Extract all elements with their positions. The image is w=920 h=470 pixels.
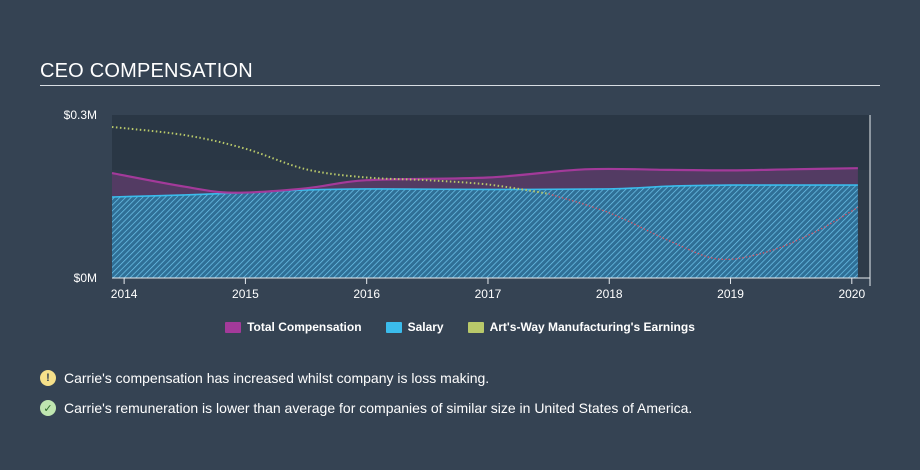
x-tick-label: 2018 [596, 287, 623, 301]
legend-item-total-compensation[interactable]: Total Compensation [225, 320, 362, 334]
legend-item-salary[interactable]: Salary [385, 320, 444, 334]
x-tick-label: 2015 [232, 287, 259, 301]
legend-swatch-total-compensation [225, 321, 242, 333]
check-icon: ✓ [40, 400, 56, 416]
legend-label-total-compensation: Total Compensation [247, 320, 362, 334]
x-tick-label: 2020 [838, 287, 865, 301]
page-title: CEO COMPENSATION [40, 60, 253, 82]
legend-label-salary: Salary [407, 320, 444, 334]
note-remuneration-comparison: ✓ Carrie's remuneration is lower than av… [40, 399, 692, 417]
x-tick-label: 2019 [717, 287, 744, 301]
note-text: Carrie's remuneration is lower than aver… [64, 400, 693, 416]
note-compensation-increase: ! Carrie's compensation has increased wh… [40, 369, 692, 387]
y-tick-label-max: $0.3M [64, 108, 97, 122]
legend-swatch-earnings [467, 321, 484, 333]
x-tick-label: 2017 [475, 287, 502, 301]
legend-swatch-salary [385, 321, 402, 333]
note-text: Carrie's compensation has increased whil… [64, 370, 490, 386]
title-divider [40, 85, 880, 86]
legend-item-earnings[interactable]: Art's-Way Manufacturing's Earnings [467, 320, 695, 334]
total-compensation-line [111, 167, 858, 194]
notes-list: ! Carrie's compensation has increased wh… [40, 369, 692, 429]
earnings-line [111, 126, 549, 195]
chart-legend: Total Compensation Salary Art's-Way Manu… [0, 320, 920, 334]
plot-band [112, 115, 870, 170]
y-tick-label-zero: $0M [74, 271, 97, 285]
earnings-line-negative [548, 193, 859, 260]
x-tick-label: 2016 [353, 287, 380, 301]
x-tick-label: 2014 [111, 287, 138, 301]
legend-label-earnings: Art's-Way Manufacturing's Earnings [489, 320, 695, 334]
salary-area [112, 185, 858, 278]
warning-icon: ! [40, 370, 56, 386]
